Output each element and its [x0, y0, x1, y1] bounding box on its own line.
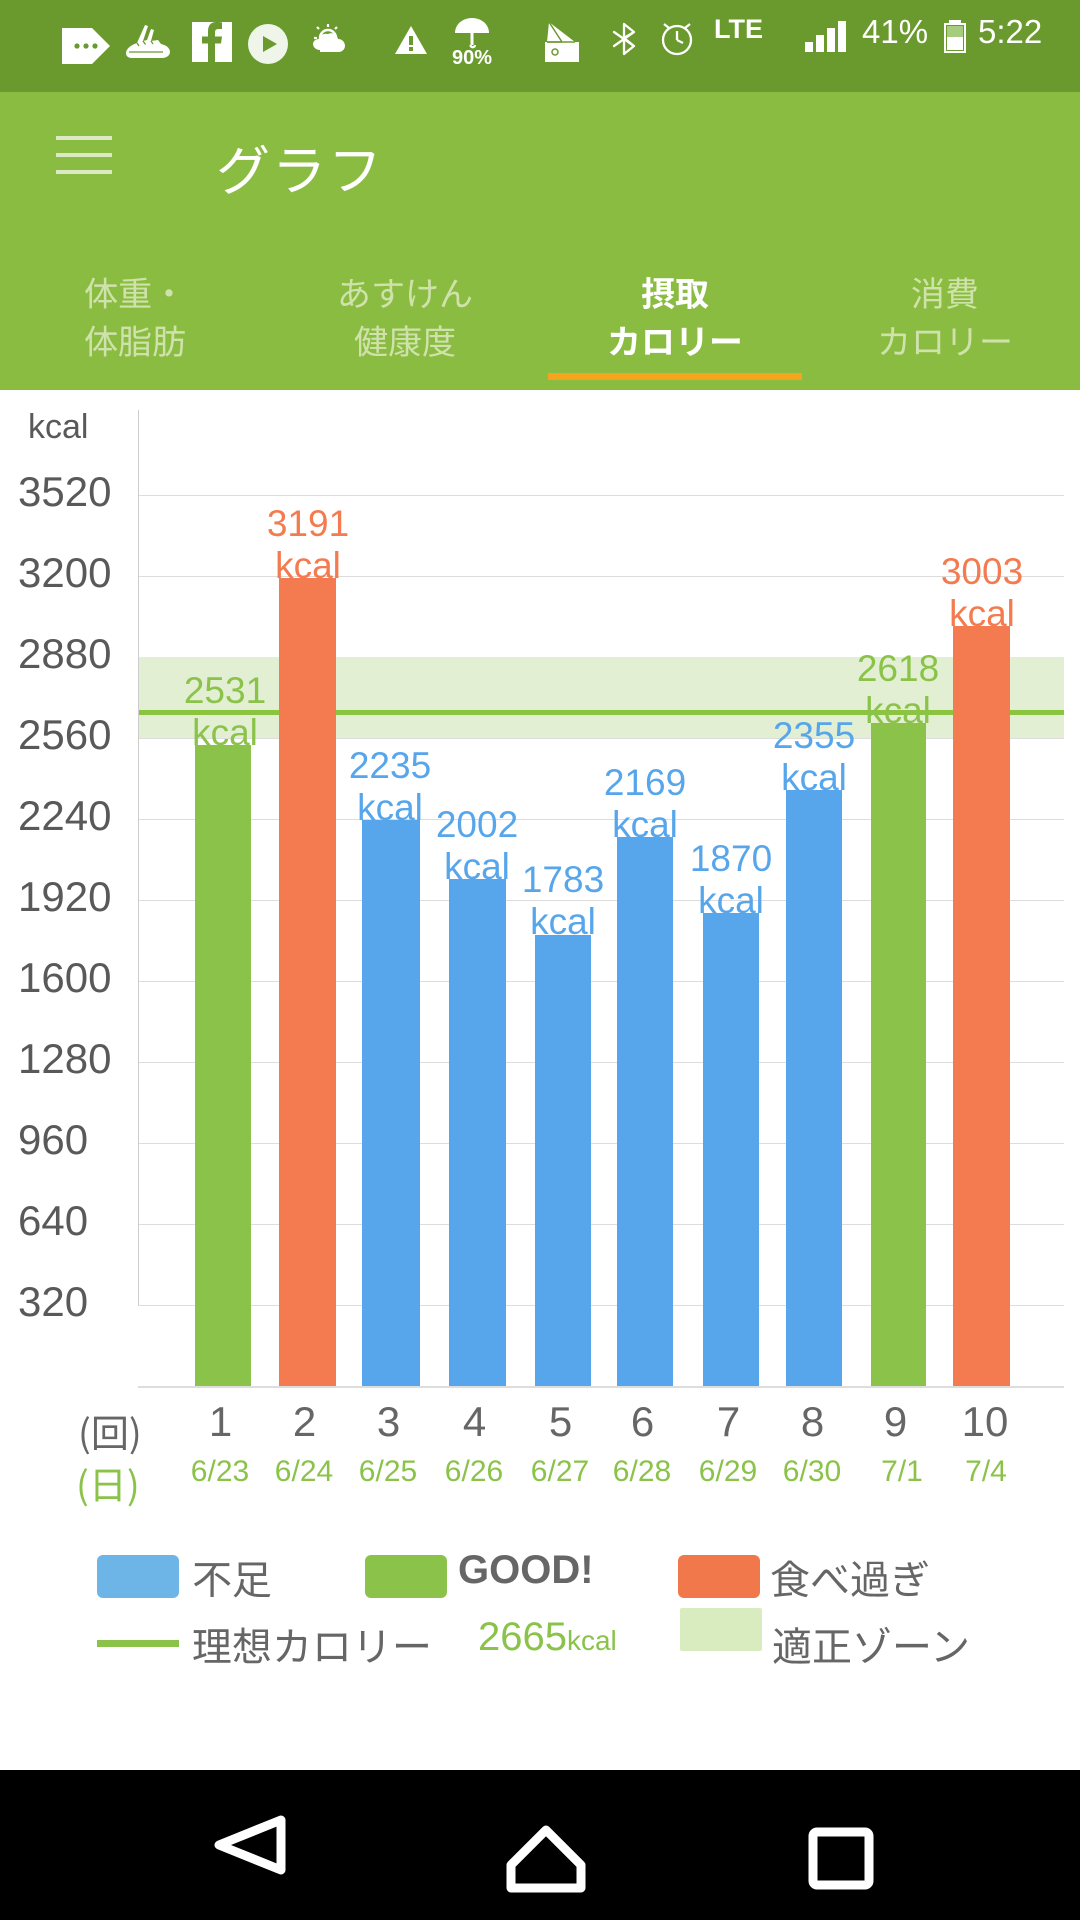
svg-text:41%: 41%	[862, 13, 928, 50]
svg-text:90%: 90%	[452, 47, 492, 69]
svg-text:LTE: LTE	[714, 14, 763, 44]
svg-text:5:22: 5:22	[978, 13, 1042, 50]
